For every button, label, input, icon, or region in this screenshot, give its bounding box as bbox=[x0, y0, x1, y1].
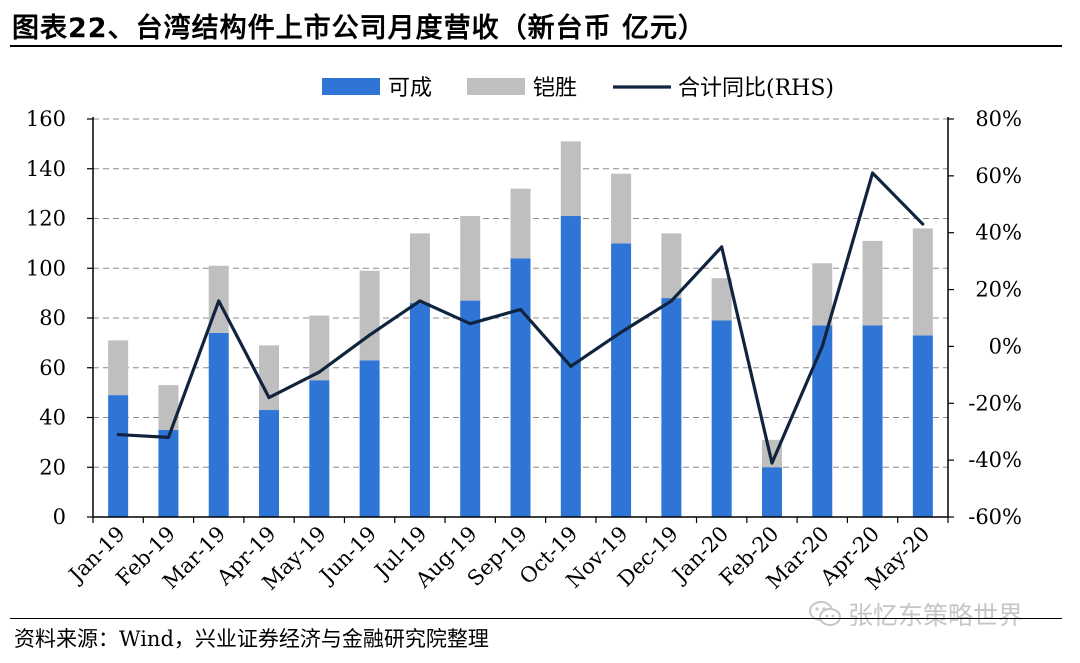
y-tick-label-left: 60 bbox=[39, 356, 66, 380]
yoy-point bbox=[116, 433, 120, 437]
bar-kaisheng bbox=[812, 263, 833, 326]
y-tick-label-left: 20 bbox=[39, 455, 66, 479]
yoy-point bbox=[921, 222, 925, 226]
bar-kecheng bbox=[611, 243, 632, 517]
bar-kecheng bbox=[912, 335, 933, 517]
bar-kaisheng bbox=[409, 233, 430, 304]
bar-kaisheng bbox=[611, 173, 632, 244]
y-tick-label-right: 60% bbox=[975, 164, 1022, 188]
legend-label-kecheng: 可成 bbox=[388, 76, 432, 101]
bar-kaisheng bbox=[711, 278, 732, 321]
axes bbox=[87, 117, 954, 523]
bar-kaisheng bbox=[661, 233, 682, 299]
bar-kecheng bbox=[359, 360, 380, 517]
bar-kaisheng bbox=[912, 228, 933, 336]
bar-kecheng bbox=[208, 332, 229, 517]
yoy-point bbox=[569, 364, 573, 368]
source-note: 资料来源：Wind，兴业证券经济与金融研究院整理 bbox=[14, 627, 489, 651]
chart: 可成 铠胜 合计同比(RHS) 0 20 40 60 80 100 120 140 160 -60% -… bbox=[26, 76, 1022, 595]
title-divider bbox=[10, 45, 1062, 47]
chart-title: 图表22、台湾结构件上市公司月度营收（新台币 亿元） bbox=[12, 13, 706, 44]
watermark: 张忆东策略世界 bbox=[808, 596, 1023, 632]
watermark-text: 张忆东策略世界 bbox=[848, 601, 1024, 630]
yoy-point bbox=[720, 245, 724, 249]
yoy-point bbox=[820, 344, 824, 348]
wechat-icon bbox=[809, 601, 841, 626]
legend-swatch-kaisheng bbox=[467, 78, 525, 95]
footer-divider bbox=[10, 618, 1062, 619]
gridlines bbox=[93, 118, 948, 468]
yoy-point bbox=[468, 322, 472, 326]
bar-kaisheng bbox=[309, 315, 330, 381]
y-tick-label-right: 80% bbox=[975, 107, 1022, 131]
yoy-point bbox=[166, 435, 170, 439]
y-tick-label-left: 0 bbox=[53, 505, 66, 529]
y-tick-label-left: 40 bbox=[39, 406, 66, 430]
yoy-point bbox=[669, 299, 673, 303]
y-tick-label-left: 80 bbox=[39, 306, 66, 330]
yoy-point bbox=[217, 299, 221, 303]
y-tick-label-right: 20% bbox=[975, 278, 1022, 302]
y-tick-label-right: 0% bbox=[989, 334, 1022, 358]
legend-label-kaisheng: 铠胜 bbox=[533, 76, 577, 101]
legend: 可成 铠胜 合计同比(RHS) bbox=[322, 76, 834, 101]
yoy-point bbox=[619, 330, 623, 334]
yoy-line bbox=[116, 171, 925, 465]
y-tick-label-left: 160 bbox=[26, 107, 66, 131]
legend-label-yoy: 合计同比(RHS) bbox=[678, 76, 834, 101]
bar-kaisheng bbox=[460, 216, 481, 301]
bar-kecheng bbox=[510, 258, 531, 517]
bar-kecheng bbox=[158, 429, 179, 517]
y-tick-label-left: 140 bbox=[26, 157, 66, 181]
y-tick-label-left: 120 bbox=[26, 207, 66, 231]
yoy-point bbox=[418, 299, 422, 303]
bar-kaisheng bbox=[158, 385, 179, 430]
y-tick-label-right: -60% bbox=[968, 505, 1022, 529]
bar-kecheng bbox=[409, 303, 430, 517]
y-tick-label-left: 100 bbox=[26, 256, 66, 280]
bar-kaisheng bbox=[510, 188, 531, 259]
yoy-point bbox=[368, 333, 372, 337]
bar-kaisheng bbox=[862, 240, 883, 326]
bar-kecheng bbox=[661, 298, 682, 517]
bar-kecheng bbox=[812, 325, 833, 517]
bar-kecheng bbox=[460, 300, 481, 517]
bar-kaisheng bbox=[359, 270, 380, 361]
yoy-point bbox=[519, 307, 522, 311]
bar-kecheng bbox=[862, 325, 883, 517]
y-tick-label-right: 40% bbox=[975, 221, 1022, 245]
y-tick-label-right: -40% bbox=[968, 448, 1022, 472]
bar-kecheng bbox=[711, 320, 732, 517]
bar-kaisheng bbox=[108, 340, 129, 396]
bar-kecheng bbox=[108, 395, 129, 517]
yoy-point bbox=[871, 171, 875, 175]
bar-kaisheng bbox=[560, 141, 581, 217]
bar-kecheng bbox=[259, 410, 280, 517]
bar-kecheng bbox=[309, 380, 330, 517]
bar-kecheng bbox=[761, 467, 782, 517]
yoy-point bbox=[267, 396, 271, 400]
bar-kaisheng bbox=[259, 345, 280, 411]
legend-swatch-kecheng bbox=[322, 78, 380, 95]
y-tick-label-right: -20% bbox=[968, 391, 1022, 415]
yoy-point bbox=[317, 370, 321, 374]
yoy-point bbox=[770, 461, 774, 465]
